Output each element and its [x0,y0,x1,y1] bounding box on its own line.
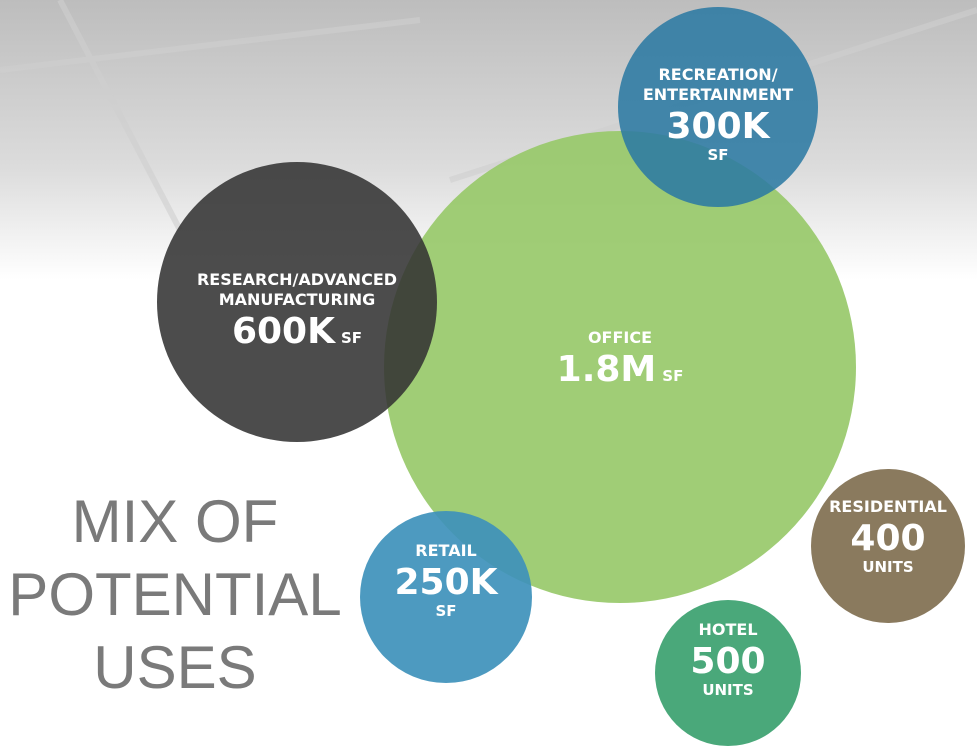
bubble-unit: SF [435,602,456,620]
bubble-label: OFFICE [588,328,652,347]
bubble-unit: SF [341,329,362,347]
bubble-unit: UNITS [702,681,753,699]
bubble-value: 600K [232,311,336,352]
bubble-circle [811,469,965,623]
bubble-value: 1.8M [557,349,657,390]
bubble: OFFICE 1.8M SF [384,131,856,603]
bubble-label: HOTEL [698,620,757,639]
bubble-circle [618,7,818,207]
title-line: USES [93,634,256,701]
bubble-label: RETAIL [415,541,476,560]
title-line: POTENTIAL [8,561,341,628]
bubble-unit: SF [662,367,683,385]
bubble-unit: SF [707,146,728,164]
bubble-label: RESIDENTIAL [829,497,947,516]
bubble-circle [360,511,532,683]
bubble-label: RECREATION/ [658,65,777,84]
bubble-label: RESEARCH/ADVANCED [197,270,397,289]
bubble-value: 250K [394,562,498,603]
bubble-value-line: 600K SF [232,311,362,352]
bubble-label: MANUFACTURING [219,290,376,309]
bubble-value: 300K [666,106,770,147]
bubble-label: ENTERTAINMENT [643,85,793,104]
bubble-circle [384,131,856,603]
bubble-unit: UNITS [862,558,913,576]
bubble-value: 400 [850,518,925,559]
bubble-value-line: 1.8M SF [557,349,684,390]
bubble-circle [655,600,801,746]
title-line: MIX OF [72,488,279,555]
bubble-circle [157,162,437,442]
bubble-value: 500 [690,641,765,682]
